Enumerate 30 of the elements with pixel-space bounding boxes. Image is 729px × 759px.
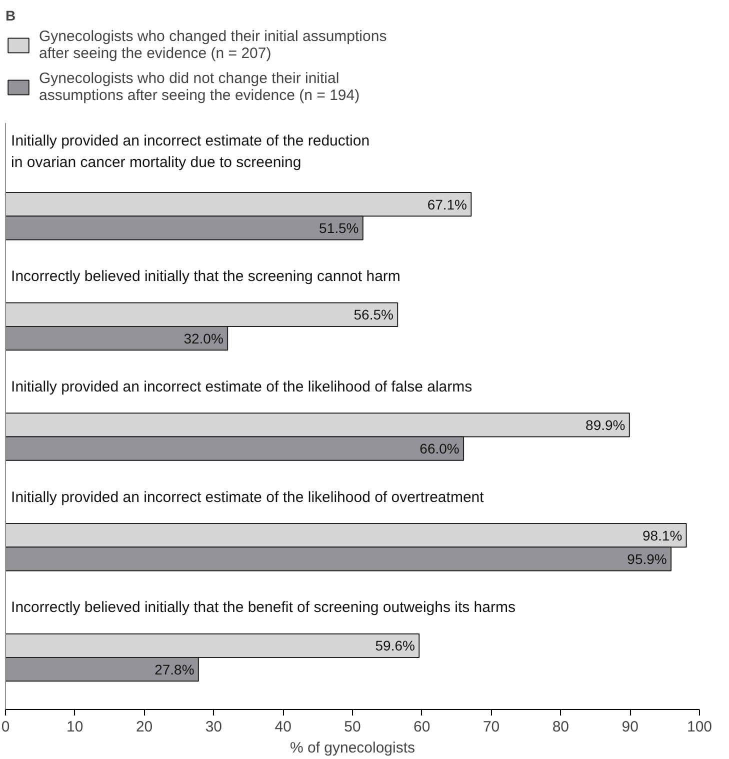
- x-tick-label: 20: [136, 718, 153, 736]
- data-label: 27.8%: [154, 661, 194, 678]
- x-tick-label: 10: [66, 718, 84, 736]
- y-tick-label: Incorrectly believed initially that the screening cannot harm: [11, 268, 400, 286]
- x-tick-label: 50: [344, 718, 361, 736]
- legend-label: Gynecologists who changed their initial assumptions after seeing the evidence (n = 207): [39, 28, 387, 62]
- data-label: 56.5%: [354, 306, 394, 323]
- y-tick-label: Initially provided an incorrect estimate of the likelihood of false alarms: [11, 378, 472, 396]
- y-tick-label: Initially provided an incorrect estimate of the likelihood of overtreatment: [11, 488, 485, 506]
- x-tick-label: 0: [1, 718, 10, 736]
- x-tick-label: 30: [205, 718, 222, 736]
- data-label: 98.1%: [642, 527, 682, 544]
- data-label: 95.9%: [627, 550, 667, 567]
- x-tick-label: 100: [686, 718, 712, 736]
- data-label: 51.5%: [319, 220, 359, 236]
- x-tick-label: 70: [482, 718, 500, 736]
- data-label: 66.0%: [420, 440, 460, 457]
- x-tick-label: 90: [622, 718, 638, 736]
- x-tick-label: 60: [414, 718, 430, 736]
- x-axis-title: % of gynecologists: [290, 740, 416, 756]
- legend-label: Gynecologists who did not change their initial assumptions after seeing the evidence (n = 194): [39, 70, 360, 104]
- x-tick-label: 40: [274, 718, 292, 736]
- chart-title: B: [6, 8, 16, 24]
- data-label: 67.1%: [427, 196, 468, 212]
- data-label: 59.6%: [375, 638, 415, 654]
- x-tick-label: 80: [552, 718, 570, 736]
- data-label: 89.9%: [586, 416, 626, 433]
- y-tick-label: Initially provided an incorrect estimate of the reduction in ovarian cancer mortality due to screening: [11, 132, 370, 171]
- data-label: 32.0%: [184, 330, 224, 346]
- y-tick-label: Incorrectly believed initially that the benefit of screening outweighs its harms: [11, 599, 516, 616]
